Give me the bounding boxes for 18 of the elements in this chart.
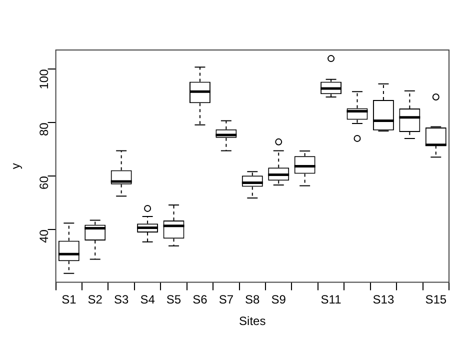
x-tick-label: S9 [271, 292, 286, 307]
x-tick-label: S13 [372, 292, 394, 307]
x-tick-label: S3 [114, 292, 129, 307]
x-tick-label: S1 [62, 292, 77, 307]
x-tick-label: S11 [320, 292, 342, 307]
x-tick-label: S6 [192, 292, 208, 307]
x-tick-label: S2 [88, 292, 103, 307]
x-tick-label: S8 [245, 292, 260, 307]
x-tick-label: S7 [218, 292, 234, 307]
x-tick-label: S5 [166, 292, 182, 307]
y-tick-label: 60 [37, 176, 52, 190]
x-tick-label: S4 [140, 292, 156, 307]
y-tick-label: 100 [37, 68, 52, 90]
x-tick-label: S15 [425, 292, 447, 307]
x-axis-title: Sites [239, 314, 266, 328]
y-tick-label: 80 [37, 122, 52, 136]
y-tick-label: 40 [37, 229, 52, 243]
y-axis-title: y [8, 163, 23, 170]
